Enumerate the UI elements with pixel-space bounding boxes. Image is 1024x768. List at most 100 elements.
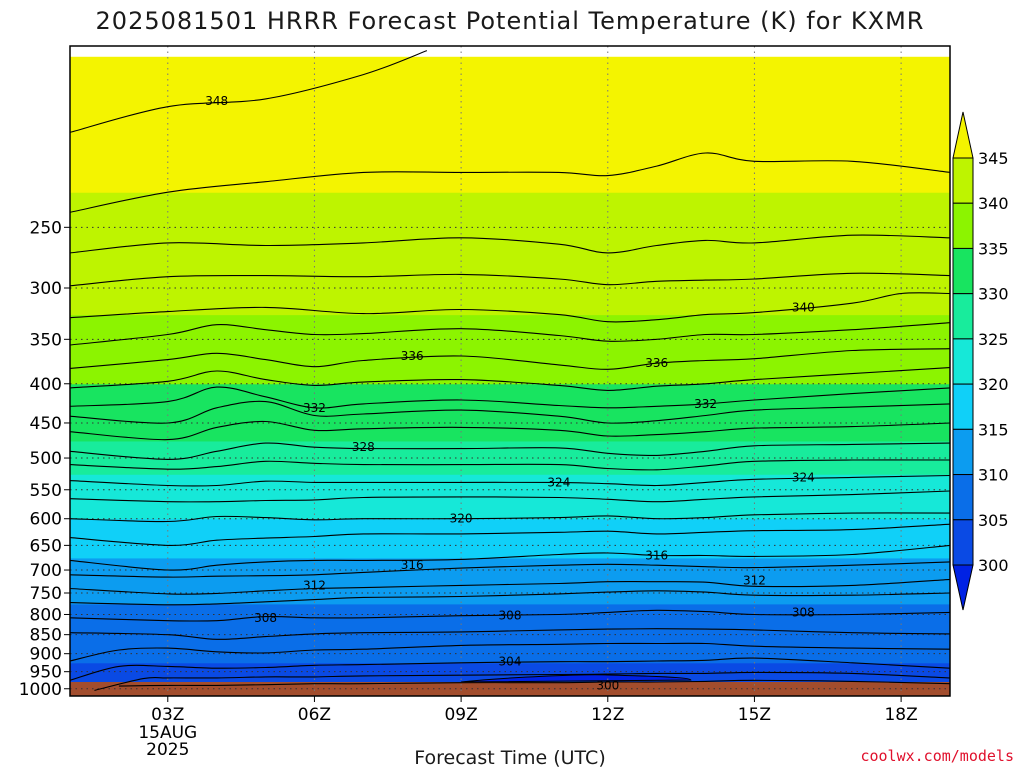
colorbar: 345 340 335 330 325 320 315 310 305 300: [952, 111, 1009, 611]
contour-label: 332: [694, 397, 717, 411]
x-tick-label: 06Z: [298, 705, 331, 725]
colorbar-label: 325: [978, 330, 1009, 349]
contour-label: 312: [743, 573, 766, 587]
fill-band: [70, 56, 950, 110]
x-tick-label: 09Z: [444, 705, 477, 725]
contour-label: 336: [645, 356, 668, 370]
fill-band: [70, 662, 950, 673]
colorbar-label: 340: [978, 194, 1009, 213]
contour-labels: 348 340 336 336 332 332 328 324 324 320 316 316 312 3…: [205, 94, 815, 693]
cold-pocket-shape: [461, 674, 692, 683]
fill-band: [70, 671, 950, 681]
colorbar-label: 310: [978, 466, 1009, 485]
contour-label: 340: [792, 300, 815, 314]
contour-label: 308: [792, 605, 815, 619]
fill-band: [70, 440, 950, 459]
fill-band: [70, 603, 950, 615]
chart-title: 2025081501 HRRR Forecast Potential Tempe…: [96, 7, 925, 35]
fill-band: [70, 226, 950, 260]
fill-band: [70, 338, 950, 363]
fill-band: [70, 653, 950, 664]
contour-label: 312: [303, 578, 326, 592]
contour-line: [94, 671, 950, 691]
contour-label: 332: [303, 401, 326, 415]
contour-line: [70, 474, 950, 487]
contour-label: 348: [205, 94, 228, 108]
cold-pocket: [461, 674, 692, 683]
plot-frame: [69, 45, 951, 697]
y-tick-label: 500: [30, 449, 62, 469]
contour-line: [70, 234, 950, 254]
colorbar-box: [952, 383, 974, 430]
contour-line: [70, 348, 950, 370]
credit-link[interactable]: coolwx.com/models: [860, 747, 1014, 765]
contour-line: [70, 609, 950, 622]
x-tick-sublabel: 15AUG: [138, 723, 197, 743]
fill-band: [70, 108, 950, 154]
contour-line: [70, 459, 950, 471]
colorbar-box: [952, 247, 974, 295]
contour-label: 308: [254, 611, 277, 625]
contour-line: [70, 50, 428, 133]
colorbar-label: 315: [978, 420, 1009, 439]
contour-line: [70, 512, 950, 523]
fill-band: [70, 361, 950, 385]
contour-line: [70, 386, 950, 409]
contour-label: 304: [499, 655, 522, 669]
contour-label: 324: [547, 475, 570, 489]
contour-line: [70, 420, 950, 441]
y-axis: 2503003504004505005506006507007508008509…: [19, 218, 70, 700]
colorbar-label: 305: [978, 511, 1009, 530]
y-tick-label: 350: [30, 330, 62, 350]
colorbar-label: 345: [978, 149, 1009, 168]
y-tick-label: 700: [30, 561, 62, 581]
x-tick-label: 03Z: [151, 705, 184, 725]
color-fill-bands: [70, 56, 950, 696]
contour-line: [70, 544, 950, 571]
fill-band: [70, 643, 950, 655]
contour-line: [70, 628, 950, 640]
y-tick-label: 300: [30, 279, 62, 299]
contour-lines: [70, 50, 950, 691]
colorbar-label: 335: [978, 239, 1009, 258]
fill-band: [70, 287, 950, 316]
colorbar-box: [952, 157, 974, 204]
y-tick-label: 850: [30, 626, 62, 646]
colorbar-box: [952, 293, 974, 340]
contour-label: 316: [401, 558, 424, 572]
fill-band: [70, 383, 950, 405]
contour-line: [118, 679, 950, 687]
contour-label: 316: [645, 548, 668, 562]
colorbar-box: [952, 474, 974, 521]
fill-band: [70, 624, 950, 636]
contour-line: [70, 442, 950, 460]
colorbar-label: 330: [978, 285, 1009, 304]
contour-line: [70, 322, 950, 346]
fill-band: [70, 422, 950, 442]
y-tick-label: 950: [30, 663, 62, 683]
fill-band: [70, 613, 950, 626]
colorbar-top-arrow: [952, 111, 974, 159]
contour-label: 320: [450, 512, 473, 526]
colorbar-bottom-arrow: [952, 564, 974, 611]
contour-line: [70, 642, 950, 662]
contour-line: [70, 490, 950, 503]
fill-band: [70, 544, 950, 559]
contour-line: [70, 272, 950, 287]
contour-line: [70, 590, 950, 606]
fill-band: [70, 557, 950, 571]
colorbar-box: [952, 202, 974, 249]
y-tick-label: 900: [30, 645, 62, 665]
y-tick-label: 550: [30, 481, 62, 501]
contour-line: [70, 400, 950, 424]
x-axis-label: Forecast Time (UTC): [414, 747, 605, 768]
fill-band: [70, 191, 950, 228]
x-tick-label: 12Z: [591, 705, 624, 725]
fill-band: [70, 592, 950, 605]
fill-band: [70, 531, 950, 546]
fill-band: [70, 504, 950, 520]
x-tick-sublabel: 2025: [146, 740, 189, 760]
contour-line: [70, 523, 950, 546]
